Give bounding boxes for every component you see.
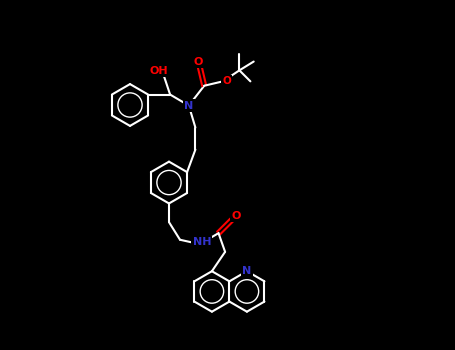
Text: O: O bbox=[231, 211, 240, 221]
Text: O: O bbox=[193, 57, 202, 67]
Text: OH: OH bbox=[149, 66, 168, 76]
Text: NH: NH bbox=[192, 237, 211, 247]
Text: O: O bbox=[222, 76, 231, 86]
Text: N: N bbox=[184, 100, 193, 111]
Text: N: N bbox=[243, 266, 252, 276]
